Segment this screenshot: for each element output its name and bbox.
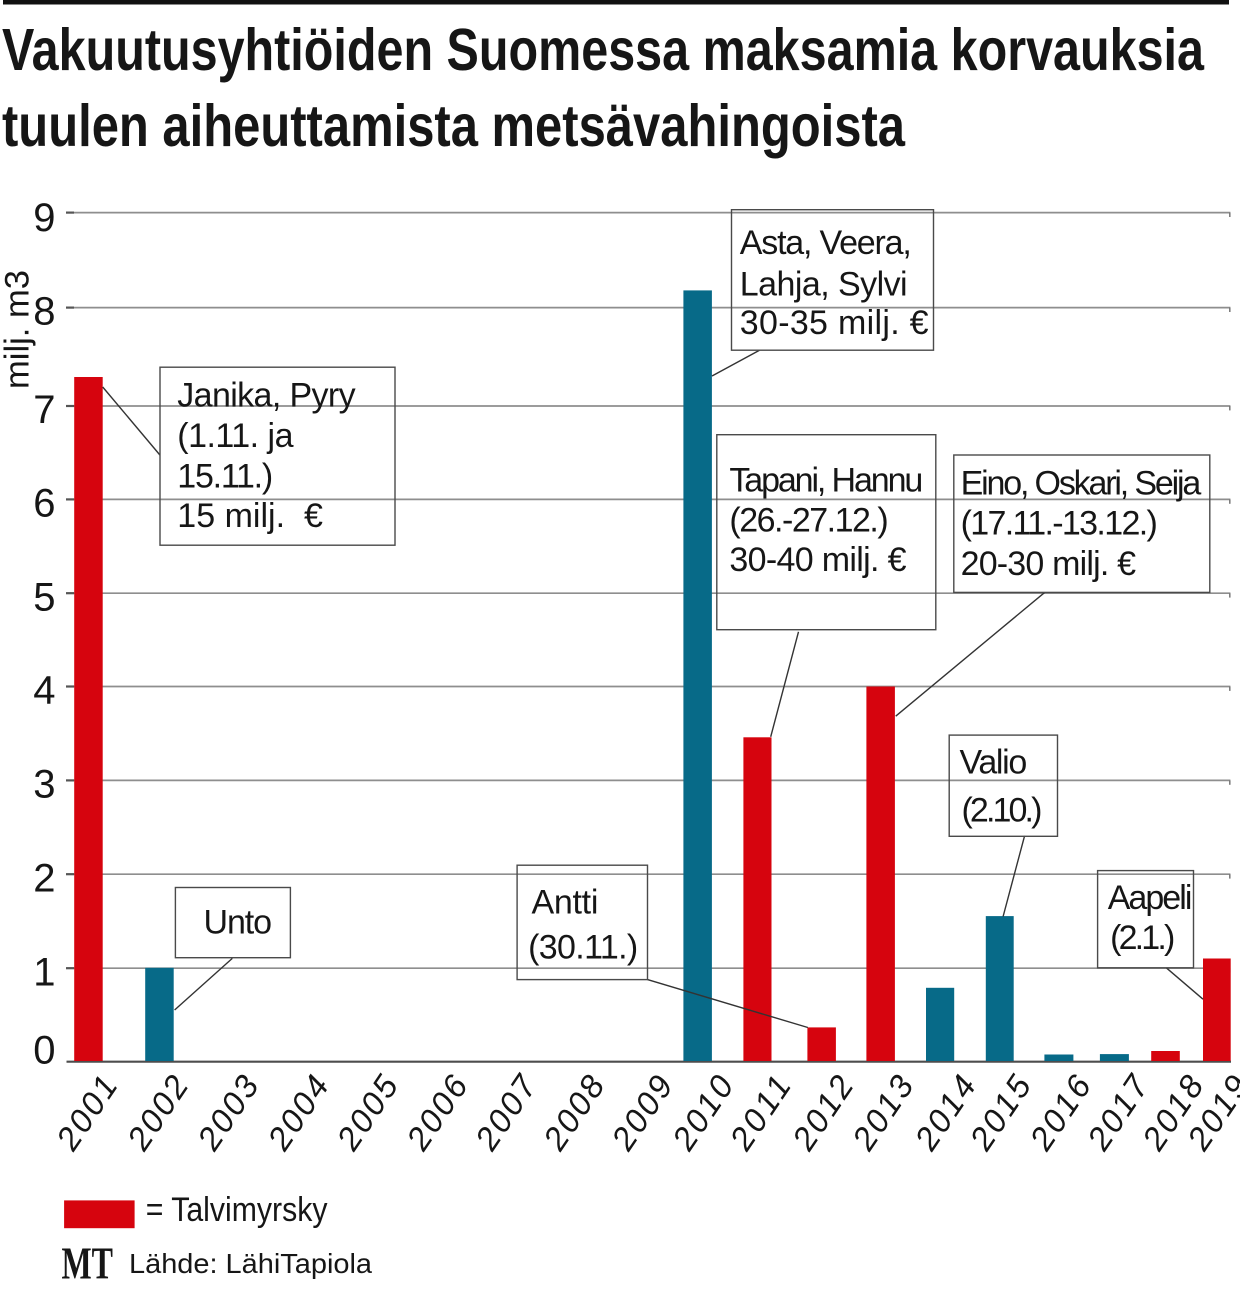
svg-text:(1.11. ja: (1.11. ja [177,417,293,455]
svg-text:Janika, Pyry: Janika, Pyry [177,376,355,414]
svg-text:milj. m3: milj. m3 [0,270,37,389]
svg-text:(26.-27.12.): (26.-27.12.) [729,502,888,540]
svg-text:Aapeli: Aapeli [1108,879,1193,917]
svg-text:15 milj. €: 15 milj. € [177,497,323,535]
svg-text:(30.11.): (30.11.) [528,928,638,966]
svg-text:4: 4 [33,669,55,713]
svg-text:0: 0 [33,1028,55,1072]
svg-text:Vakuutusyhtiöiden Suomessa mak: Vakuutusyhtiöiden Suomessa maksamia korv… [2,17,1205,83]
svg-text:MT: MT [62,1237,114,1288]
svg-text:20-30 milj. €: 20-30 milj. € [961,545,1136,583]
svg-text:6: 6 [33,482,55,526]
svg-text:2: 2 [33,856,55,900]
svg-text:(2.1.): (2.1.) [1110,919,1175,957]
svg-text:Tapani, Hannu: Tapani, Hannu [729,461,923,499]
svg-text:30-40 milj. €: 30-40 milj. € [729,541,906,579]
svg-text:15.11.): 15.11.) [177,458,273,496]
svg-text:Eino, Oskari, Seija: Eino, Oskari, Seija [961,465,1202,503]
svg-text:Lähde: LähiTapiola: Lähde: LähiTapiola [129,1248,372,1279]
svg-text:3: 3 [33,763,55,807]
svg-text:Antti: Antti [532,883,599,921]
svg-text:30-35 milj. €: 30-35 milj. € [740,304,929,342]
svg-text:5: 5 [33,575,55,619]
svg-text:Valio: Valio [960,743,1028,781]
svg-text:(2.10.): (2.10.) [962,791,1043,829]
svg-text:= Talvimyrsky: = Talvimyrsky [146,1191,328,1229]
svg-text:(17.11.-13.12.): (17.11.-13.12.) [961,505,1158,543]
svg-text:tuulen aiheuttamista metsävahi: tuulen aiheuttamista metsävahingoista [2,93,906,159]
svg-text:Asta, Veera,: Asta, Veera, [740,224,912,262]
svg-text:7: 7 [33,388,55,432]
svg-text:8: 8 [33,290,55,334]
svg-text:1: 1 [33,950,55,994]
svg-text:Lahja, Sylvi: Lahja, Sylvi [740,266,908,304]
svg-text:9: 9 [33,196,55,240]
svg-text:Unto: Unto [204,904,273,942]
